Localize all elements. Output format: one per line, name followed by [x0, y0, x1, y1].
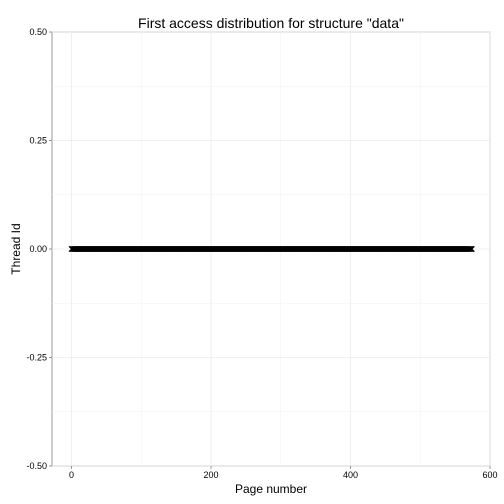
x-tick-label: 0 — [69, 470, 74, 480]
x-tick-label: 400 — [343, 470, 358, 480]
y-tick-label: -0.25 — [26, 353, 47, 363]
grid-lines — [52, 31, 491, 467]
x-axis-ticks: 0 200 400 600 — [69, 466, 498, 480]
y-tick-label: 0.00 — [29, 244, 47, 254]
y-tick-label: -0.50 — [26, 461, 47, 471]
data-points — [68, 246, 475, 252]
y-axis-label: Thread Id — [9, 223, 23, 274]
x-tick-label: 600 — [482, 470, 497, 480]
x-axis-label: Page number — [235, 482, 307, 496]
y-tick-label: 0.50 — [29, 27, 47, 37]
y-tick-label: 0.25 — [29, 136, 47, 146]
y-axis-ticks: -0.50 -0.25 0.00 0.25 0.50 — [26, 27, 52, 471]
x-tick-label: 200 — [204, 470, 219, 480]
chart-title: First access distribution for structure … — [138, 15, 404, 31]
data-point — [468, 246, 475, 252]
